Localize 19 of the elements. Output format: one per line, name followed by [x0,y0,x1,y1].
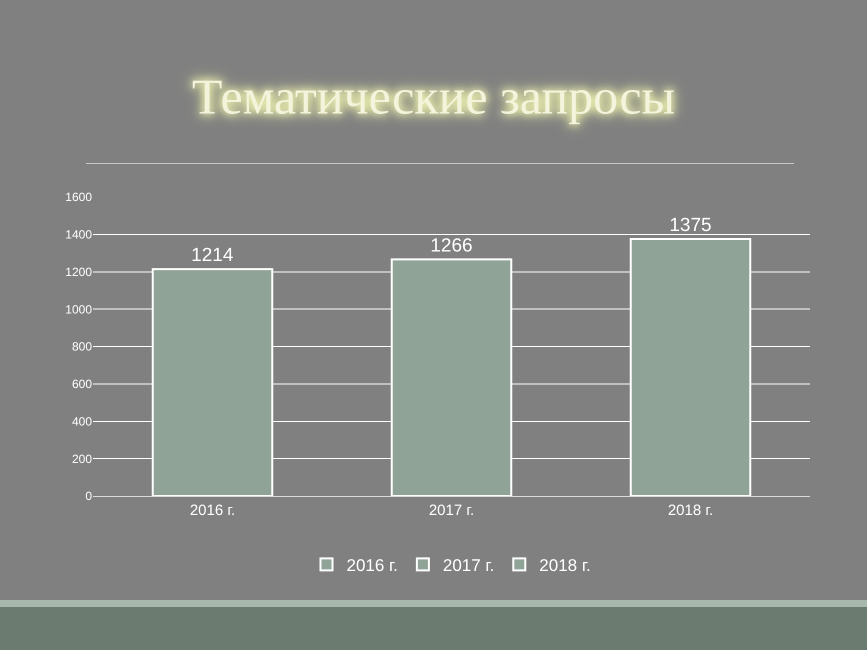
x-tick-label: 2017 г. [428,502,474,519]
data-label: 1214 [191,245,234,266]
y-tick-label: 400 [72,414,92,428]
y-tick-label: 600 [72,377,92,392]
chart-title: Тематические запросы [192,68,676,124]
x-tick-label: 2018 г. [668,502,714,519]
y-tick-label: 1600 [65,190,92,204]
legend-label: 2017 г. [442,556,494,576]
legend-label: 2018 г. [539,556,591,576]
x-tick-label: 2016 г. [190,502,236,519]
legend-label: 2016 г. [346,556,398,576]
y-tick-label: 200 [72,452,92,466]
y-tick-label: 1400 [65,228,92,242]
y-tick-label: 1000 [65,302,92,316]
y-tick-label: 0 [85,489,92,504]
y-tick-label: 1200 [65,264,92,279]
data-label: 1375 [669,215,712,236]
data-label: 1266 [430,235,473,256]
y-tick-label: 800 [72,340,92,354]
